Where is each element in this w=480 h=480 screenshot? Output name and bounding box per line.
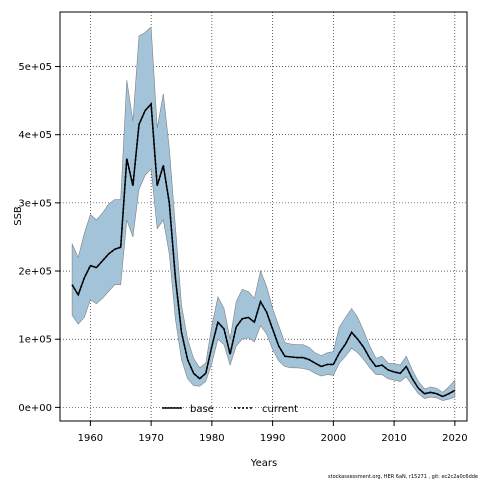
y-axis-ticks: 0e+00 1e+05 2e+05 3e+05 4e+05 5e+05 (18, 62, 60, 414)
y-tick-label: 4e+05 (18, 130, 52, 141)
legend-label-current: current (262, 404, 298, 415)
legend-label-base: base (190, 404, 214, 415)
y-tick-label: 3e+05 (18, 198, 52, 209)
x-tick-label: 1970 (138, 433, 163, 444)
grid (60, 12, 467, 421)
legend: base current (162, 404, 298, 415)
y-tick-label: 0e+00 (18, 403, 52, 414)
y-tick-label: 5e+05 (18, 62, 52, 73)
x-tick-label: 2010 (381, 433, 406, 444)
series-line-current (71, 102, 456, 398)
x-tick-label: 1980 (199, 433, 224, 444)
x-tick-label: 1990 (260, 433, 285, 444)
x-tick-label: 1960 (78, 433, 103, 444)
footer-note: stockassessment.org, HER 6aN, r15271 , g… (328, 474, 478, 480)
x-tick-label: 2000 (321, 433, 346, 444)
confidence-band (71, 26, 456, 401)
y-axis-label: SSB (13, 206, 24, 226)
y-tick-label: 1e+05 (18, 335, 52, 346)
x-axis-ticks: 1960 1970 1980 1990 2000 2010 2020 (78, 421, 468, 444)
x-tick-label: 2020 (442, 433, 467, 444)
y-tick-label: 2e+05 (18, 267, 52, 278)
plot-frame (59, 11, 468, 422)
x-axis-label: Years (250, 458, 277, 469)
